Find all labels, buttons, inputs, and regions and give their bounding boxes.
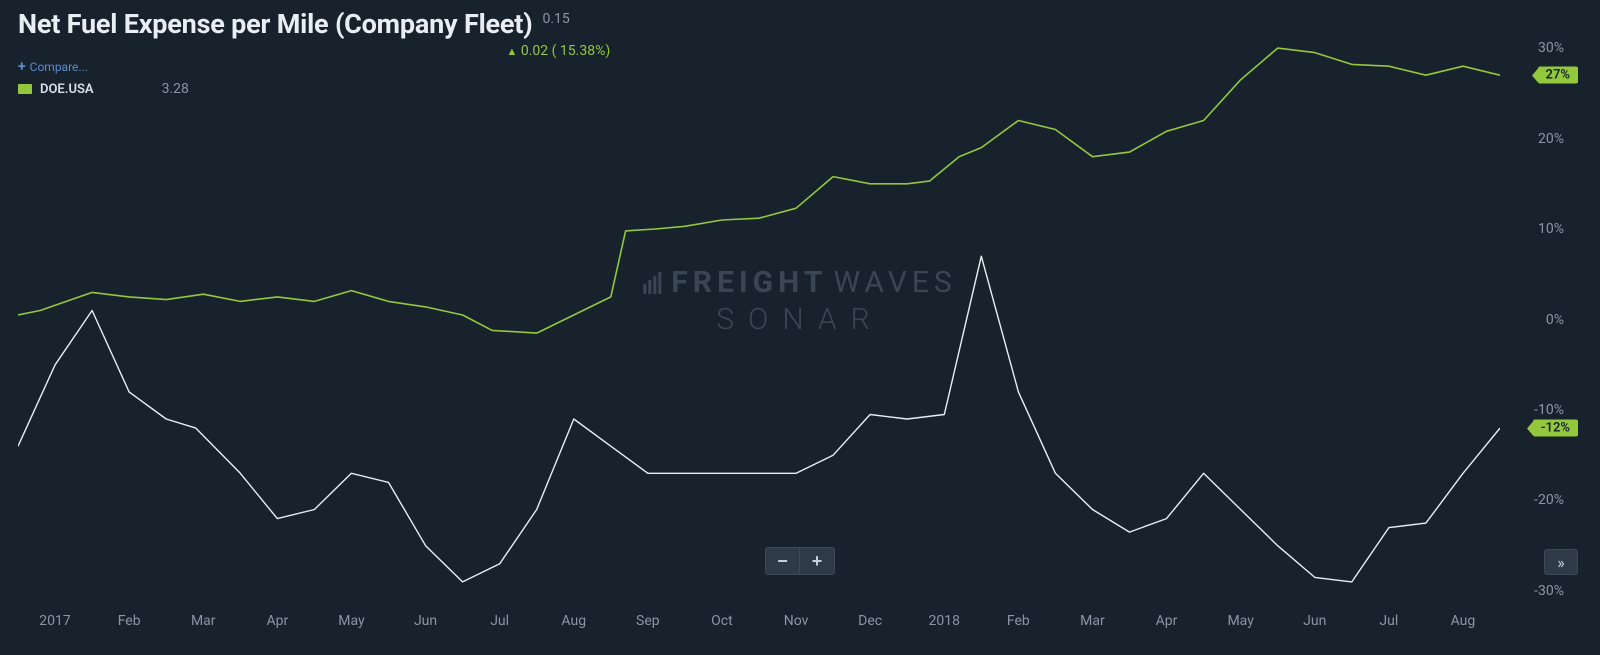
expand-button[interactable]: » — [1544, 549, 1578, 575]
x-tick-label: Jun — [414, 613, 437, 629]
x-tick-label: Feb — [1007, 613, 1030, 629]
x-tick-label: Aug — [561, 613, 586, 629]
series-doe-usa — [18, 48, 1500, 333]
y-tick-label: 30% — [1538, 40, 1564, 56]
chevron-right-icon: » — [1557, 553, 1565, 572]
zoom-out-button[interactable]: − — [766, 548, 800, 574]
x-tick-label: Jun — [1303, 613, 1326, 629]
current-value: 0.15 — [543, 11, 647, 27]
y-tick-label: -10% — [1534, 402, 1564, 418]
x-tick-label: Mar — [191, 613, 216, 629]
x-tick-label: Jul — [490, 613, 509, 629]
x-tick-label: 2018 — [929, 613, 960, 629]
x-tick-label: Apr — [1156, 613, 1178, 629]
x-tick-label: Jul — [1379, 613, 1398, 629]
x-tick-label: May — [338, 613, 364, 629]
y-tick-label: -30% — [1534, 583, 1564, 599]
x-tick-label: Aug — [1451, 613, 1476, 629]
y-tick-label: 20% — [1538, 131, 1564, 147]
y-tick-label: 0% — [1546, 312, 1564, 328]
y-tick-label: -20% — [1534, 492, 1564, 508]
x-tick-label: Sep — [636, 613, 660, 629]
x-tick-label: May — [1227, 613, 1253, 629]
x-tick-label: Nov — [784, 613, 809, 629]
zoom-in-button[interactable]: + — [800, 548, 834, 574]
y-axis-labels: -30% -20% -10% 0% 10% 20% 30% — [1512, 30, 1582, 600]
x-tick-label: Apr — [266, 613, 288, 629]
value-badge: 27% — [1538, 67, 1578, 84]
y-tick-label: 10% — [1538, 221, 1564, 237]
value-badge: -12% — [1533, 420, 1578, 437]
x-tick-label: Dec — [858, 613, 882, 629]
x-tick-label: Feb — [118, 613, 141, 629]
zoom-controls: − + — [765, 547, 835, 575]
x-axis-labels: 2017 Feb Mar Apr May Jun Jul Aug Sep Oct Nov Dec 201… — [18, 613, 1500, 637]
chart-svg — [18, 30, 1500, 600]
x-tick-label: Oct — [711, 613, 733, 629]
x-tick-label: Mar — [1080, 613, 1105, 629]
chart-plot-area[interactable] — [18, 30, 1500, 600]
x-tick-label: 2017 — [39, 613, 70, 629]
series-primary — [18, 256, 1500, 582]
